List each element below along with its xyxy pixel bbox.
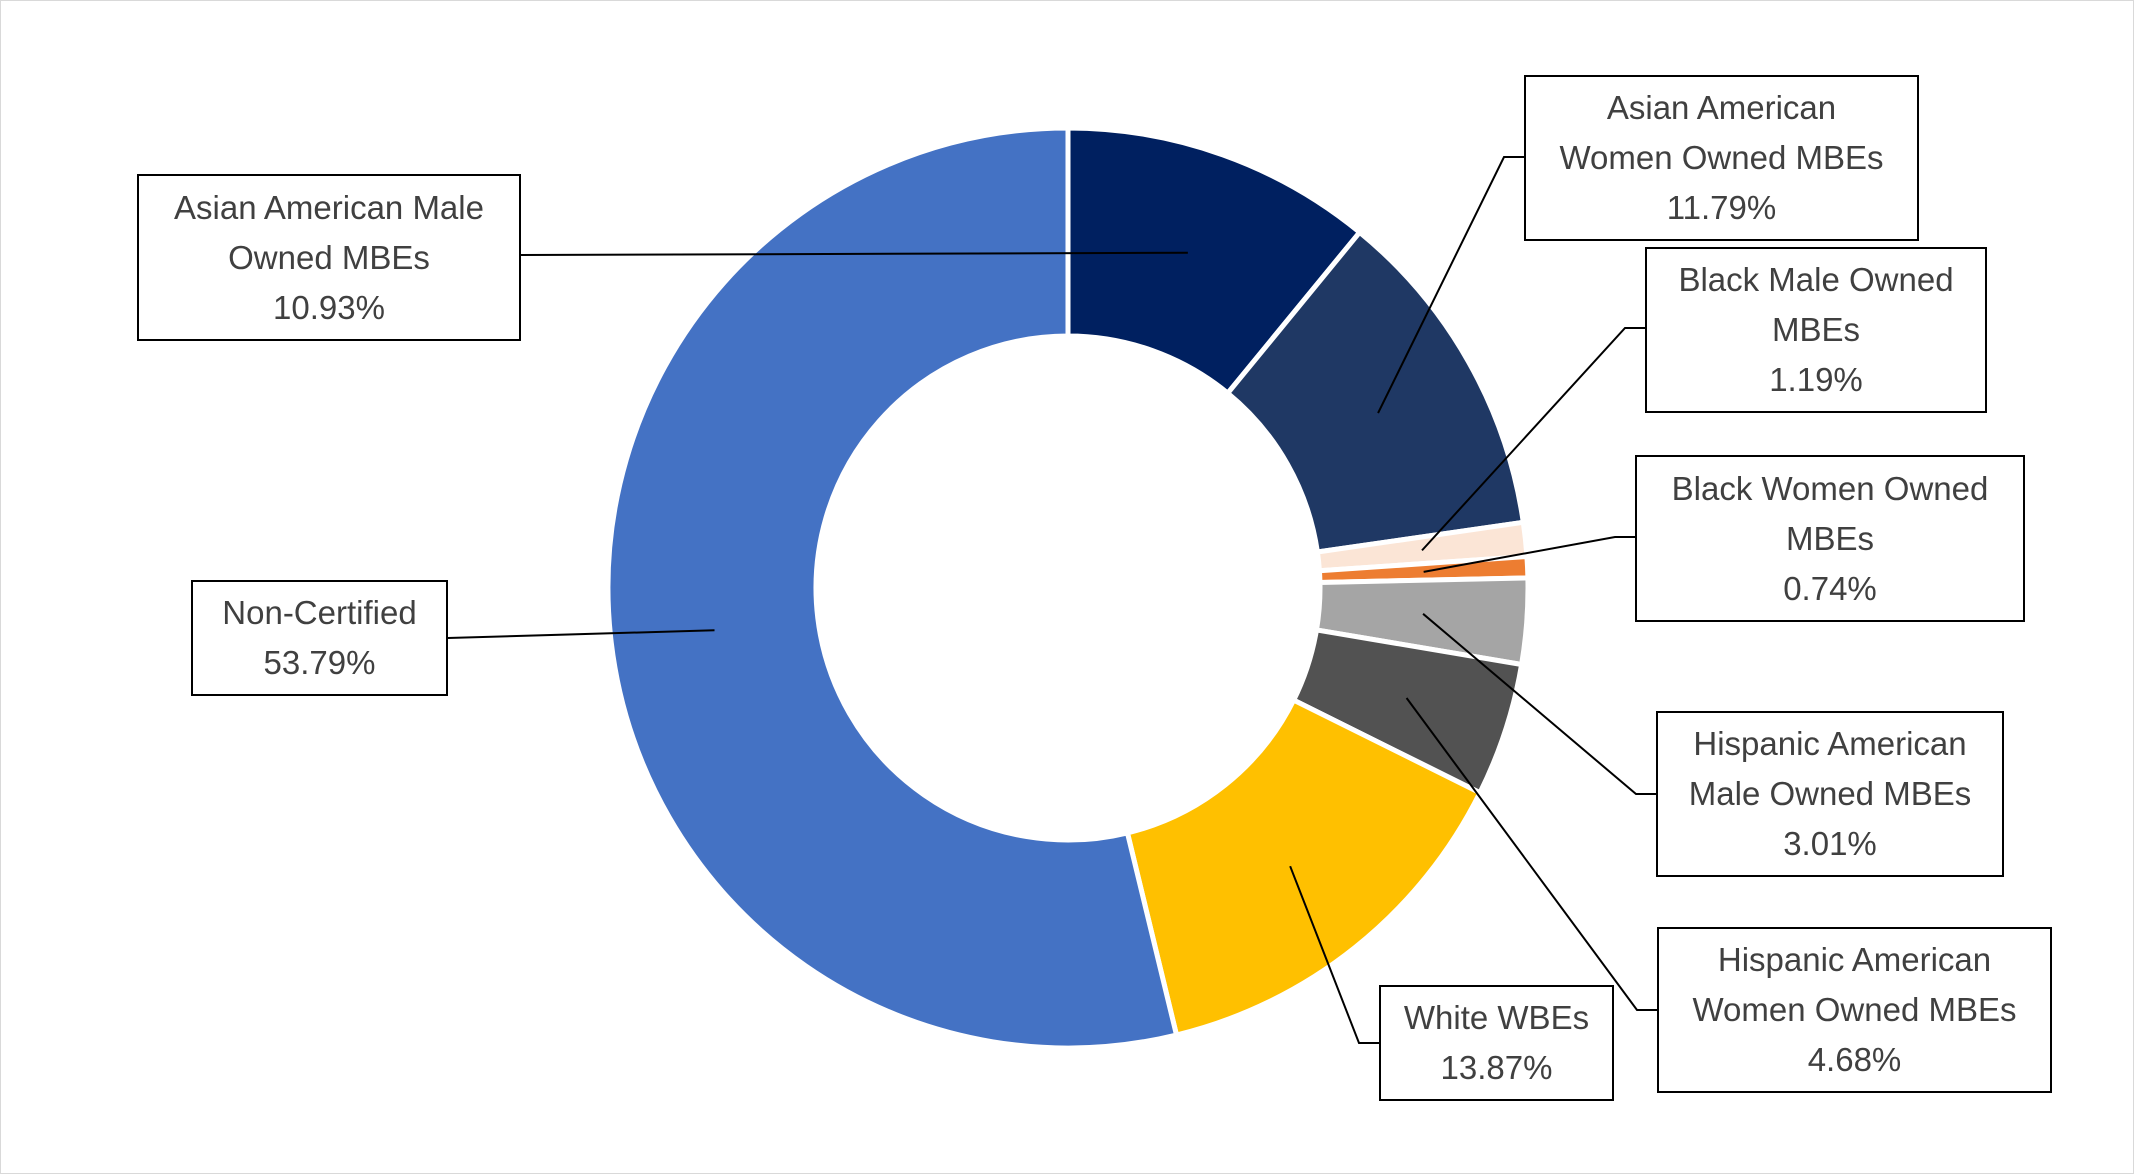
- label-percent: 10.93%: [273, 288, 385, 326]
- donut-slice-white-wbes: [1124, 697, 1483, 1038]
- label-line: Hispanic American: [1717, 941, 1992, 978]
- label-line: Asian American: [1606, 89, 1837, 126]
- donut-slice-asian-american-women-owned-mbes: [1225, 229, 1526, 555]
- label-line: Asian American Male: [174, 188, 484, 226]
- label-line: Women Owned MBEs: [1559, 139, 1884, 176]
- slices-layer: [605, 125, 1531, 1051]
- leader-line-non-certified: [447, 629, 715, 639]
- donut-slice-non-certified: [605, 125, 1180, 1051]
- label-line: MBEs: [1785, 519, 1874, 557]
- label-percent: 4.68%: [1807, 1041, 1902, 1078]
- data-label-non-certified: Non-Certified 53.79%: [191, 580, 448, 696]
- label-percent: 1.19%: [1769, 361, 1863, 398]
- leader-line-white-wbes: [1289, 865, 1379, 1044]
- data-label-asian-american-male: Asian American Male Owned MBEs 10.93%: [137, 174, 521, 341]
- label-percent: 53.79%: [263, 644, 376, 681]
- label-percent: 0.74%: [1783, 569, 1877, 607]
- data-label-hispanic-american-male: Hispanic American Male Owned MBEs 3.01%: [1656, 711, 2004, 877]
- label-line: Hispanic American: [1693, 725, 1967, 762]
- label-percent: 11.79%: [1666, 189, 1777, 226]
- label-percent: 13.87%: [1440, 1049, 1553, 1086]
- leader-line-asian-american-women-owned-mbes: [1377, 156, 1524, 414]
- leader-line-asian-american-male-owned-mbes: [520, 251, 1188, 256]
- data-label-hispanic-american-women: Hispanic American Women Owned MBEs 4.68%: [1657, 927, 2052, 1093]
- data-label-white-wbes: White WBEs 13.87%: [1379, 985, 1614, 1101]
- leader-line-hispanic-american-women-owned-mbes: [1405, 697, 1657, 1011]
- label-line: Black Women Owned: [1671, 469, 1989, 507]
- data-label-black-male: Black Male Owned MBEs 1.19%: [1645, 247, 1987, 413]
- label-line: MBEs: [1771, 311, 1860, 348]
- label-line: White WBEs: [1403, 999, 1590, 1036]
- label-line: Black Male Owned: [1678, 261, 1954, 298]
- data-label-asian-american-women: Asian American Women Owned MBEs 11.79%: [1524, 75, 1919, 241]
- leader-line-black-women-owned-mbes: [1423, 536, 1635, 573]
- leader-line-hispanic-american-male-owned-mbes: [1422, 613, 1656, 795]
- label-line: Women Owned MBEs: [1692, 991, 2017, 1028]
- label-line: Male Owned MBEs: [1688, 775, 1972, 812]
- label-percent: 3.01%: [1783, 825, 1877, 862]
- data-label-black-women: Black Women Owned MBEs 0.74%: [1635, 455, 2025, 622]
- leader-line-black-male-owned-mbes: [1421, 327, 1645, 552]
- label-line: Non-Certified: [222, 594, 417, 631]
- label-line: Owned MBEs: [228, 238, 430, 276]
- leader-lines-layer: [447, 156, 1657, 1044]
